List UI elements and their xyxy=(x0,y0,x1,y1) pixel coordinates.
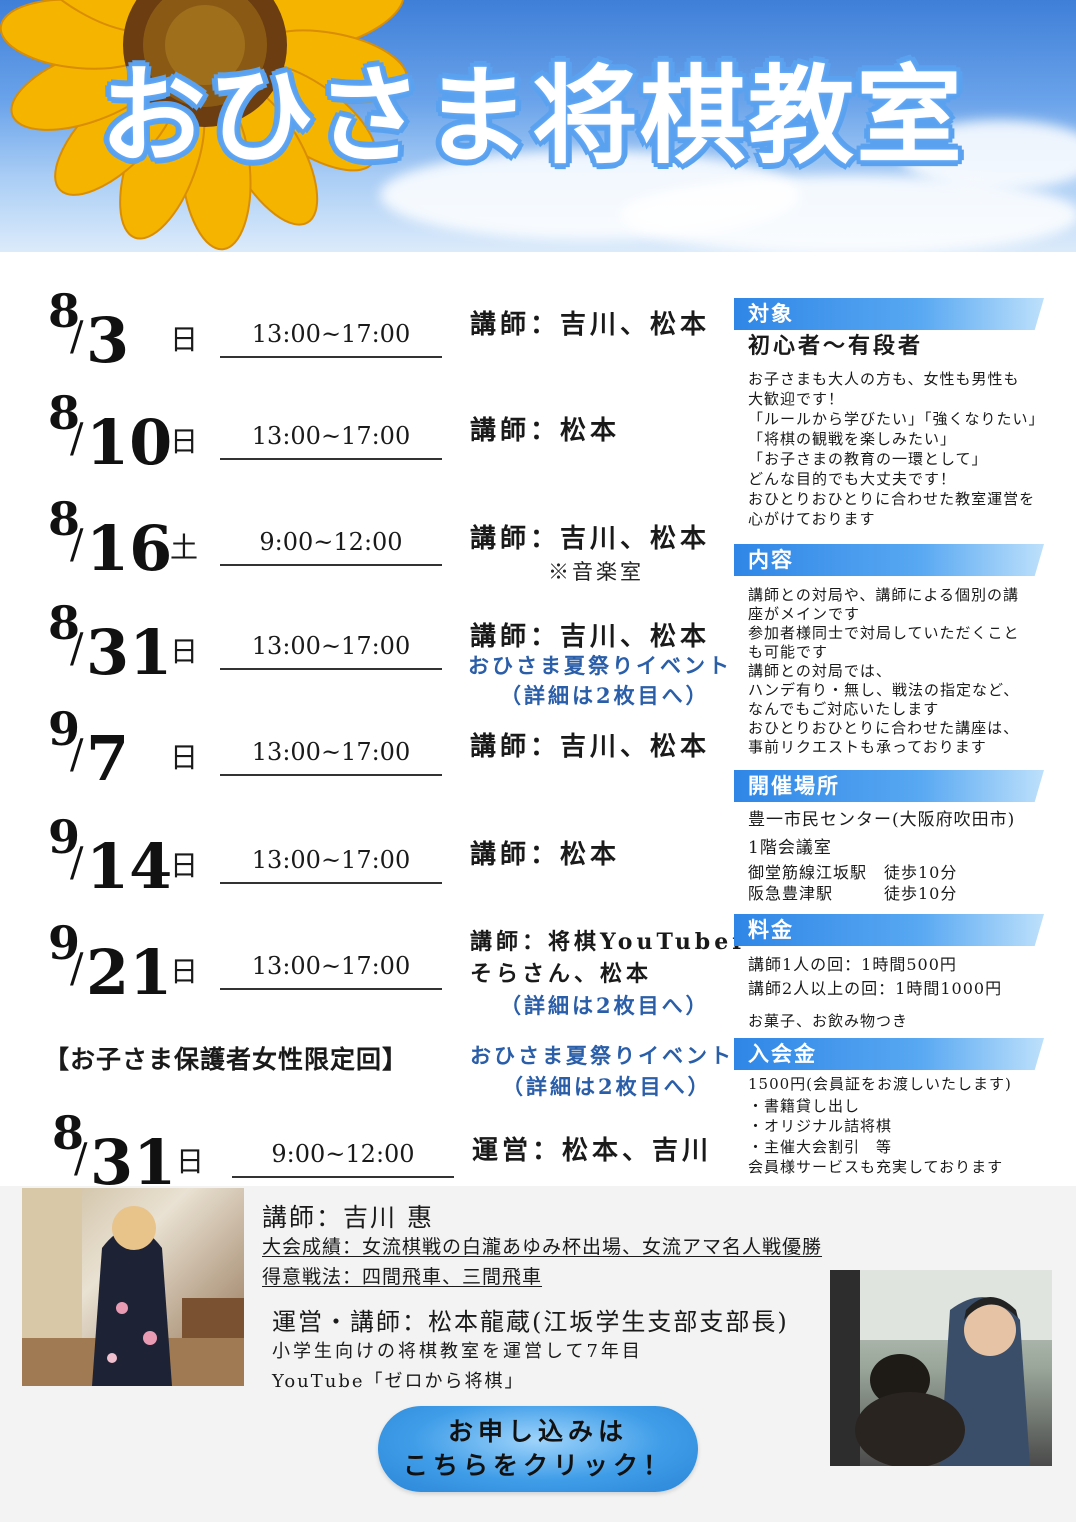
day-of-week: 日 xyxy=(170,323,199,356)
matsumoto-name: 運営・講師：松本龍蔵(江坂学生支部支部長) xyxy=(272,1308,789,1336)
content-text: 講師との対局では、 xyxy=(748,662,892,680)
fee-text: 講師1人の回：1時間500円 xyxy=(748,955,957,974)
content-text: おひとりおひとりに合わせた講座は、 xyxy=(748,719,1020,737)
special-session-heading: 【お子さま保護者女性限定回】 xyxy=(44,1045,409,1074)
instructor: 講師：吉川、松本 xyxy=(470,732,711,762)
time-range: 13:00~17:00 xyxy=(220,738,442,776)
matsumoto-career: 小学生向けの将棋教室を運営して7年目 xyxy=(272,1341,643,1362)
fee-text: 講師2人以上の回：1時間1000円 xyxy=(748,979,1003,998)
time-range: 9:00~12:00 xyxy=(232,1140,454,1178)
fee-text: お菓子、お飲み物つき xyxy=(748,1012,909,1030)
time-range: 13:00~17:00 xyxy=(220,632,442,670)
section-header-fee: 料金 xyxy=(734,914,1044,946)
page-title: おひさま将棋教室 xyxy=(100,55,964,178)
schedule-row: 9/14 日 13:00~17:00 講師：松本 xyxy=(0,810,720,916)
content-text: 事前リクエストも承っております xyxy=(748,738,987,756)
time-range: 13:00~17:00 xyxy=(220,846,442,884)
day-of-week: 日 xyxy=(170,635,199,668)
time-range: 9:00~12:00 xyxy=(220,528,442,566)
instructor: 講師：松本 xyxy=(470,840,621,870)
instructor-yoshikawa-photo xyxy=(22,1188,244,1386)
time-range: 13:00~17:00 xyxy=(220,952,442,990)
instructor: 講師：吉川、松本 xyxy=(470,310,711,340)
instructor: 講師：吉川、松本 xyxy=(470,622,711,652)
schedule-row: 8/31 日 13:00~17:00 講師：吉川、松本 おひさま夏祭りイベント … xyxy=(0,596,729,708)
target-text: 「ルールから学びたい」「強くなりたい」 xyxy=(748,410,1045,428)
date: 8/31 xyxy=(48,596,173,689)
day-of-week: 日 xyxy=(170,849,199,882)
section-header-venue: 開催場所 xyxy=(734,770,1044,802)
venue-text: 阪急豊津駅 徒歩10分 xyxy=(748,884,958,903)
content-text: なんでもご対応いたします xyxy=(748,700,940,718)
matsumoto-youtube: YouTube「ゼロから将棋」 xyxy=(272,1371,525,1392)
venue-text: 御堂筋線江坂駅 徒歩10分 xyxy=(748,863,958,882)
target-text: 「お子さまの教育の一環として」 xyxy=(748,450,988,468)
target-text: お子さまも大人の方も、女性も男性も xyxy=(748,370,1020,388)
content-text: 参加者様同士で対局していただくこと xyxy=(748,624,1020,642)
sunflower-image xyxy=(0,0,409,251)
date: 8/3 xyxy=(48,284,130,377)
section-header-content: 内容 xyxy=(734,544,1044,576)
cloud xyxy=(900,120,1076,190)
header-banner: おひさま将棋教室 xyxy=(0,0,1076,252)
apply-button-line2: こちらをクリック！ xyxy=(402,1451,673,1480)
apply-button[interactable]: お申し込みは こちらをクリック！ xyxy=(378,1406,698,1492)
target-text: どんな目的でも大丈夫です！ xyxy=(748,470,957,488)
schedule-row: 9/21 日 13:00~17:00 講師：将棋YouTuber そらさん、松本… xyxy=(0,916,744,1022)
schedule-row: 8/10 日 13:00~17:00 講師：松本 xyxy=(0,386,720,492)
date: 9/14 xyxy=(48,810,173,903)
event-note: おひさま夏祭りイベント xyxy=(470,1043,734,1068)
section-header-membership: 入会金 xyxy=(734,1038,1044,1070)
day-of-week: 日 xyxy=(170,425,199,458)
event-note: おひさま夏祭りイベント xyxy=(468,653,732,678)
day-of-week: 日 xyxy=(176,1145,205,1178)
yoshikawa-strategy: 得意戦法：四間飛車、三間飛車 xyxy=(262,1266,543,1288)
membership-text: 1500円(会員証をお渡しいたします) xyxy=(748,1075,1012,1093)
target-text: おひとりおひとりに合わせた教室運営を xyxy=(748,490,1036,508)
membership-text: ・オリジナル詰将棋 xyxy=(748,1117,893,1135)
schedule-row: 8/3 日 13:00~17:00 講師：吉川、松本 xyxy=(0,284,720,390)
content-text: も可能です xyxy=(748,643,829,661)
yoshikawa-achievement: 大会成績：女流棋戦の白瀧あゆみ杯出場、女流アマ名人戦優勝 xyxy=(262,1236,823,1258)
day-of-week: 土 xyxy=(170,531,199,564)
date: 8/16 xyxy=(48,492,173,585)
membership-text: ・書籍貸し出し xyxy=(748,1097,861,1115)
day-of-week: 日 xyxy=(170,955,199,988)
instructor-matsumoto-photo xyxy=(830,1270,1052,1466)
date: 8/10 xyxy=(48,386,173,479)
section-header-target: 対象 xyxy=(734,298,1044,330)
yoshikawa-name: 講師：吉川 惠 xyxy=(262,1203,434,1232)
content-text: 講師との対局や、講師による個別の講 xyxy=(748,586,1019,604)
detail-note: （詳細は2枚目へ） xyxy=(502,1074,712,1099)
venue-text: 1階会議室 xyxy=(748,838,832,858)
time-range: 13:00~17:00 xyxy=(220,422,442,460)
target-text: 心がけております xyxy=(748,510,876,528)
date: 9/7 xyxy=(48,702,130,795)
room-note: ※音楽室 xyxy=(548,560,644,584)
date: 9/21 xyxy=(48,916,173,1009)
apply-button-line1: お申し込みは xyxy=(447,1417,628,1446)
schedule-row: 9/7 日 13:00~17:00 講師：吉川、松本 xyxy=(0,702,720,808)
instructor: 講師：将棋YouTuber xyxy=(470,929,748,955)
content-text: ハンデ有り・無し、戦法の指定など、 xyxy=(748,681,1020,699)
content-text: 座がメインです xyxy=(748,605,861,623)
instructor: 講師：吉川、松本 xyxy=(470,524,711,554)
instructor-line2: そらさん、松本 xyxy=(470,961,653,987)
venue-text: 豊一市民センター(大阪府吹田市) xyxy=(748,810,1016,830)
time-range: 13:00~17:00 xyxy=(220,320,442,358)
instructor: 講師：松本 xyxy=(470,416,621,446)
target-text: 大歓迎です！ xyxy=(748,390,845,408)
membership-text: ・主催大会割引 等 xyxy=(748,1138,893,1156)
day-of-week: 日 xyxy=(170,741,199,774)
schedule-row: 8/16 土 9:00~12:00 講師：吉川、松本 ※音楽室 xyxy=(0,492,720,598)
instructor: 運営：松本、吉川 xyxy=(472,1136,713,1166)
detail-note: （詳細は2枚目へ） xyxy=(500,683,710,708)
target-text: 「将棋の観戦を楽しみたい」 xyxy=(748,430,957,448)
detail-note: （詳細は2枚目へ） xyxy=(500,993,710,1018)
membership-text: 会員様サービスも充実しております xyxy=(748,1158,1004,1176)
target-headline: 初心者〜有段者 xyxy=(748,333,924,359)
